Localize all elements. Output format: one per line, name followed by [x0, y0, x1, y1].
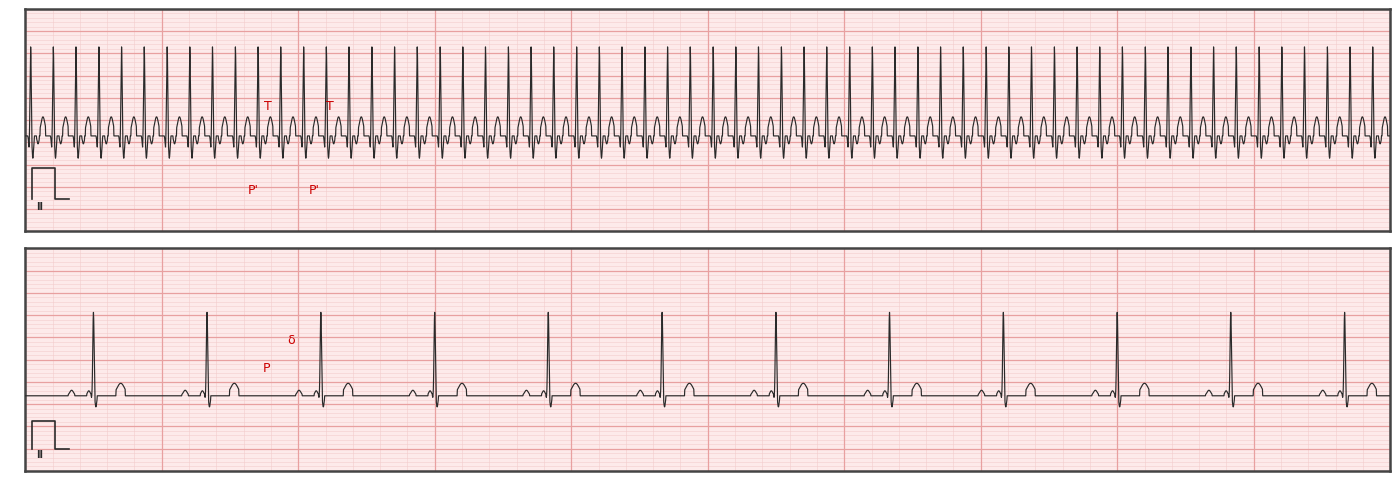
Text: T: T — [325, 100, 333, 113]
Text: II: II — [36, 202, 43, 212]
Text: P': P' — [309, 184, 321, 197]
Text: δ: δ — [287, 333, 295, 346]
Text: P': P' — [248, 184, 259, 197]
Text: T: T — [265, 100, 272, 113]
Text: P: P — [263, 361, 270, 374]
Text: II: II — [36, 449, 43, 459]
